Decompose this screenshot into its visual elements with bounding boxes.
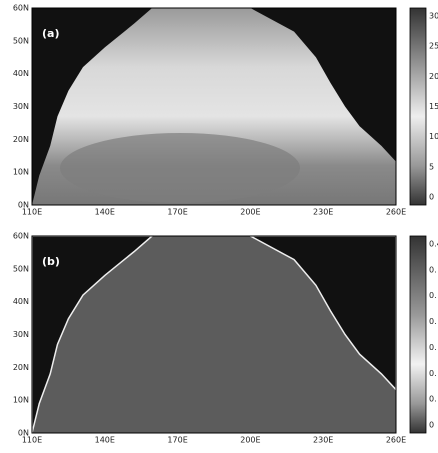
colorbar-label: 0. xyxy=(429,343,437,352)
x-tick-label: 200E xyxy=(240,436,260,445)
y-tick-label: 30N xyxy=(13,330,29,339)
y-tick-label: 40N xyxy=(13,297,29,306)
y-tick-label: 10N xyxy=(13,168,29,177)
colorbar-label: 0. xyxy=(429,317,437,326)
y-tick-label: 10N xyxy=(13,396,29,405)
warm-pool xyxy=(60,133,300,203)
colorbar-label: 30 xyxy=(429,12,438,21)
x-tick-label: 200E xyxy=(240,208,260,217)
colorbar-label: 20 xyxy=(429,72,438,81)
x-tick-label: 230E xyxy=(313,436,333,445)
colorbar-label: 0. xyxy=(429,369,437,378)
y-tick-label: 40N xyxy=(13,69,29,78)
colorbar-label: 5 xyxy=(429,162,434,171)
y-tick-label: 30N xyxy=(13,102,29,111)
colorbar-label: 10 xyxy=(429,132,438,141)
y-tick-label: 50N xyxy=(13,36,29,45)
y-tick-label: 20N xyxy=(13,135,29,144)
x-tick-label: 260E xyxy=(386,208,406,217)
x-tick-label: 230E xyxy=(313,208,333,217)
x-tick-label: 140E xyxy=(95,436,115,445)
colorbar-label: 0 xyxy=(429,421,434,430)
y-tick-label: 20N xyxy=(13,363,29,372)
x-tick-label: 260E xyxy=(386,436,406,445)
x-tick-label: 170E xyxy=(167,208,187,217)
colorbar-label: 25 xyxy=(429,42,438,51)
y-tick-label: 60N xyxy=(13,232,29,241)
colorbar-label: 0. xyxy=(429,291,437,300)
colorbar xyxy=(410,8,426,205)
y-tick-label: 60N xyxy=(13,4,29,13)
colorbar xyxy=(410,236,426,433)
panel-label: (b) xyxy=(42,255,60,268)
x-tick-label: 170E xyxy=(167,436,187,445)
colorbar-label: 0 xyxy=(429,193,434,202)
colorbar-label: 0. xyxy=(429,395,437,404)
y-tick-label: 50N xyxy=(13,264,29,273)
colorbar-label: 0. xyxy=(429,265,437,274)
x-tick-label: 110E xyxy=(22,208,42,217)
panel-label: (a) xyxy=(42,27,59,40)
colorbar-label: 15 xyxy=(429,102,438,111)
colorbar-label: 0.4 xyxy=(429,240,438,249)
x-tick-label: 110E xyxy=(22,436,42,445)
figure: (a)60N50N40N30N20N10N0N110E140E170E200E2… xyxy=(0,0,438,453)
x-tick-label: 140E xyxy=(95,208,115,217)
